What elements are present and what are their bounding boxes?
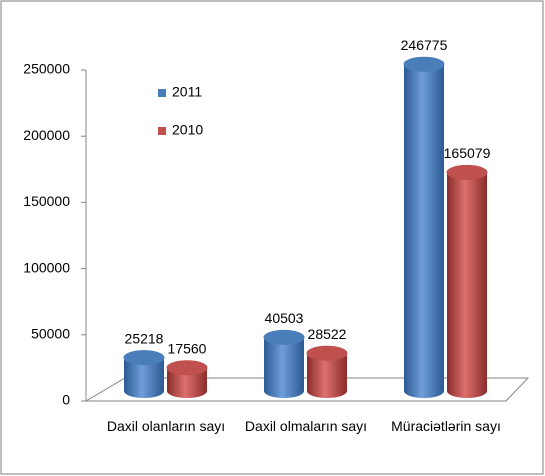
legend-label: 2010 xyxy=(172,122,203,138)
bar-top xyxy=(446,164,488,180)
value-label: 246775 xyxy=(401,37,448,53)
bar-top xyxy=(306,345,348,361)
value-label: 28522 xyxy=(308,326,347,342)
bar-top xyxy=(123,350,165,366)
legend-swatch xyxy=(158,127,166,135)
bar xyxy=(447,172,487,391)
y-tick-label: 100000 xyxy=(23,259,70,275)
bar xyxy=(264,337,304,391)
x-tick-label: Daxil olanların sayı xyxy=(106,418,226,434)
y-tick-label: 150000 xyxy=(23,193,70,209)
y-tick-label: 0 xyxy=(62,392,70,408)
y-tick-label: 200000 xyxy=(23,127,70,143)
value-label: 40503 xyxy=(265,310,304,326)
x-tick-label: Daxil olmaların sayı xyxy=(244,418,368,434)
y-tick-label: 250000 xyxy=(23,61,70,77)
y-tick-label: 50000 xyxy=(31,326,70,342)
bar-top xyxy=(166,360,208,376)
bar-top xyxy=(403,56,445,72)
value-label: 165079 xyxy=(444,145,491,161)
x-tick-label: Müraciətlərin sayı xyxy=(391,418,501,434)
bar xyxy=(404,64,444,391)
value-label: 25218 xyxy=(125,330,164,346)
value-label: 17560 xyxy=(168,340,207,356)
bar-top xyxy=(263,329,305,345)
legend-label: 2011 xyxy=(172,84,202,100)
legend-swatch xyxy=(158,89,166,97)
